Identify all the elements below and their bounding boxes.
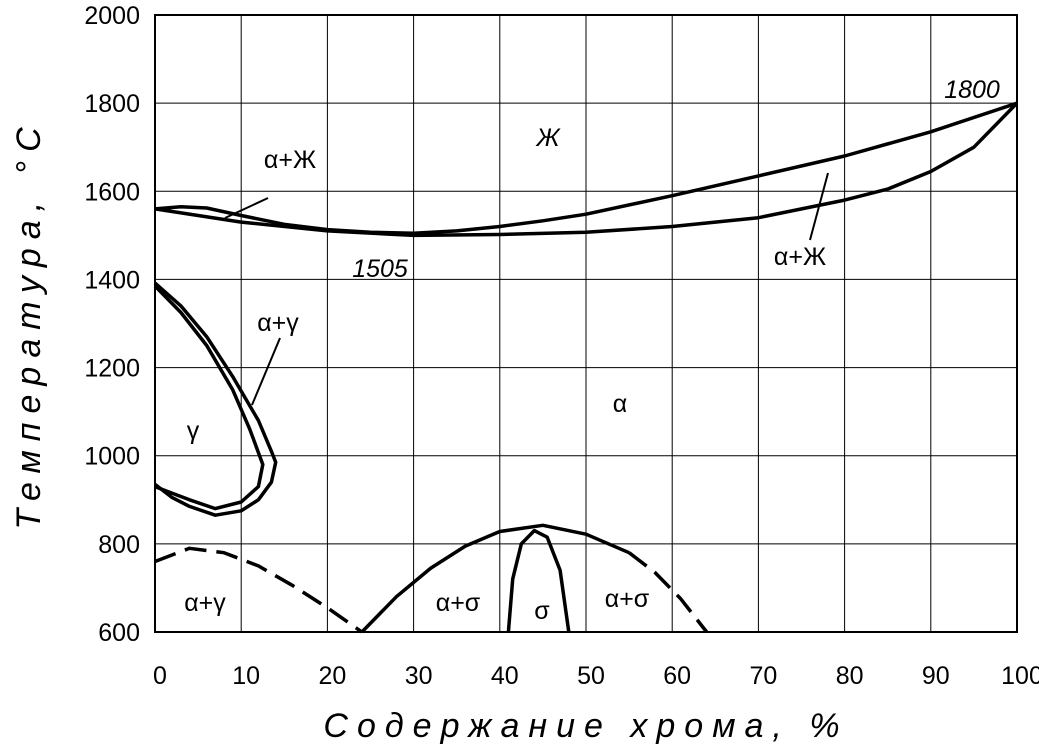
phase-boundary [628,551,709,634]
phase-label: α+γ [184,589,226,617]
x-axis-title: Содержание хрома, % [323,707,848,745]
phase-label: 1800 [944,76,1000,104]
phase-label: γ [187,417,200,445]
y-tick-label: 1800 [84,90,140,118]
x-tick-label: 90 [922,662,950,690]
phase-label: Ж [535,124,562,152]
phase-boundary [153,281,278,517]
phase-label: α+σ [436,589,481,617]
phase-label: α+σ [605,585,650,613]
phase-label: α+γ [257,309,299,337]
y-tick-label: 1200 [84,355,140,383]
y-tick-label: 1000 [84,443,140,471]
x-tick-label: 20 [318,662,346,690]
phase-boundary [506,528,571,633]
leader-line [251,337,281,406]
y-tick-label: 2000 [84,2,140,30]
phase-label: α [613,390,627,418]
y-tick-label: 1600 [84,178,140,206]
x-tick-label: 60 [663,662,691,690]
x-tick-label: 100 [1001,662,1039,690]
x-tick-label: 70 [749,662,777,690]
y-tick-label: 1400 [84,266,140,294]
y-tick-label: 800 [98,531,140,559]
x-tick-label: 80 [836,662,864,690]
x-tick-label: 30 [405,662,433,690]
x-tick-label: 50 [577,662,605,690]
phase-label: α+Ж [264,146,316,174]
y-tick-label: 600 [98,619,140,647]
phase-boundary [154,101,1019,238]
phase-boundary [154,546,363,634]
x-tick-label: 10 [232,662,260,690]
plot-frame [154,14,1018,633]
x-tick-label: 0 [153,662,167,690]
phase-boundary [360,523,630,634]
phase-label: σ [534,597,550,625]
phase-label: α+Ж [774,243,826,271]
y-axis-title: Температура, °С [10,118,48,529]
phase-boundary [153,284,265,511]
phase-boundary [154,101,1018,235]
phase-label: 1505 [352,255,408,283]
x-tick-label: 40 [491,662,519,690]
